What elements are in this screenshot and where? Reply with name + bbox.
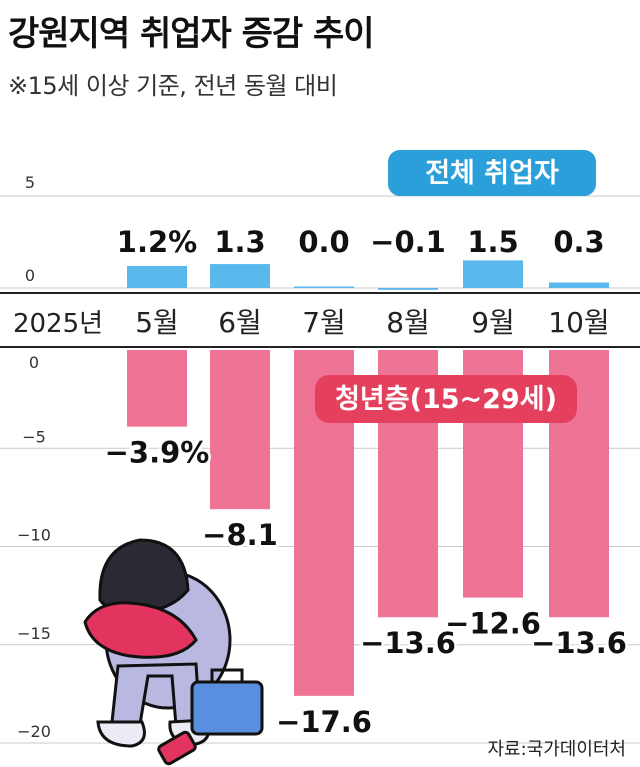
y-tick-youth-2: −10 [17, 526, 51, 545]
x-tick-label-5: 10월 [548, 306, 609, 339]
x-tick-label-4: 9월 [471, 306, 515, 339]
total-bar-0 [127, 265, 187, 288]
person-arms [83, 601, 198, 659]
total-bar-4 [463, 260, 523, 288]
total-bar-3 [378, 288, 438, 290]
youth-series-badge-label: 청년층(15~29세) [335, 384, 557, 415]
total-value-label-4: 1.5 [467, 225, 518, 259]
total-value-label-0: 1.2% [117, 225, 197, 259]
youth-bar-0 [127, 350, 187, 427]
year-label: 2025년 [13, 309, 103, 339]
briefcase-handle [210, 668, 244, 682]
y-tick-youth-4: −20 [17, 722, 51, 741]
total-bar-2 [294, 286, 354, 288]
x-tick-label-3: 8월 [386, 306, 430, 339]
x-tick-label-0: 5월 [135, 306, 179, 339]
total-series-badge-label: 전체 취업자 [425, 158, 559, 189]
total-panel: 5 0 1.2% 1.3 0.0 −0.1 1.5 0.3 전체 취업자 [0, 150, 640, 290]
total-value-label-3: −0.1 [370, 225, 446, 259]
youth-value-label-1: −8.1 [202, 518, 278, 552]
y-tick-youth-0: 0 [29, 353, 39, 372]
y-tick-total-0: 0 [25, 266, 35, 285]
total-value-label-2: 0.0 [298, 225, 349, 259]
chart-subtitle: ※15세 이상 기준, 전년 동월 대비 [8, 72, 338, 100]
person-shoe-left [96, 720, 146, 748]
crouching-person-illustration [83, 538, 264, 766]
x-tick-label-2: 7월 [302, 306, 346, 339]
source-note: 자료:국가데이터처 [487, 739, 626, 760]
youth-value-label-2: −17.6 [276, 705, 372, 739]
youth-value-label-5: −13.6 [531, 626, 627, 660]
youth-bar-1 [210, 350, 270, 510]
total-series-badge [388, 150, 596, 196]
total-value-label-5: 0.3 [553, 225, 604, 259]
total-bar-1 [210, 264, 270, 288]
person-head [98, 538, 190, 614]
total-bar-5 [549, 282, 609, 288]
chart-title: 강원지역 취업자 증감 추이 [8, 14, 375, 54]
total-value-label-1: 1.3 [214, 225, 265, 259]
category-axis: 2025년 5월 6월 7월 8월 9월 10월 [0, 292, 640, 348]
y-tick-youth-3: −15 [17, 624, 51, 643]
y-tick-total-5: 5 [25, 173, 35, 192]
youth-value-label-4: −12.6 [445, 607, 541, 641]
briefcase-icon [190, 680, 264, 736]
youth-series-badge [315, 375, 577, 423]
y-tick-youth-1: −5 [22, 427, 46, 446]
phone-icon [157, 730, 197, 766]
youth-value-label-0: −3.9% [105, 436, 210, 470]
x-tick-label-1: 6월 [218, 306, 262, 339]
youth-value-label-3: −13.6 [360, 626, 456, 660]
youth-panel: 0 −5 −10 −15 −20 −3.9% −8.1 −17.6 −13.6−12.6−13… [0, 350, 640, 744]
